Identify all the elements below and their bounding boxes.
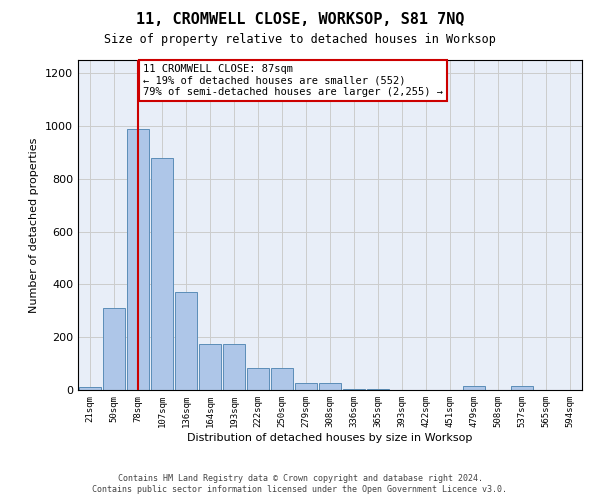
Bar <box>247 368 269 390</box>
Bar <box>511 386 533 390</box>
Bar <box>463 386 485 390</box>
Bar <box>199 344 221 390</box>
Bar <box>295 384 317 390</box>
Bar <box>79 388 101 390</box>
Bar <box>223 344 245 390</box>
Text: Contains HM Land Registry data © Crown copyright and database right 2024.
Contai: Contains HM Land Registry data © Crown c… <box>92 474 508 494</box>
Bar <box>319 384 341 390</box>
Bar <box>151 158 173 390</box>
X-axis label: Distribution of detached houses by size in Worksop: Distribution of detached houses by size … <box>187 432 473 442</box>
Bar <box>175 292 197 390</box>
Bar <box>343 388 365 390</box>
Bar <box>271 368 293 390</box>
Text: Size of property relative to detached houses in Worksop: Size of property relative to detached ho… <box>104 32 496 46</box>
Y-axis label: Number of detached properties: Number of detached properties <box>29 138 40 312</box>
Bar <box>127 128 149 390</box>
Bar <box>367 388 389 390</box>
Text: 11, CROMWELL CLOSE, WORKSOP, S81 7NQ: 11, CROMWELL CLOSE, WORKSOP, S81 7NQ <box>136 12 464 28</box>
Bar <box>103 308 125 390</box>
Text: 11 CROMWELL CLOSE: 87sqm
← 19% of detached houses are smaller (552)
79% of semi-: 11 CROMWELL CLOSE: 87sqm ← 19% of detach… <box>143 64 443 97</box>
